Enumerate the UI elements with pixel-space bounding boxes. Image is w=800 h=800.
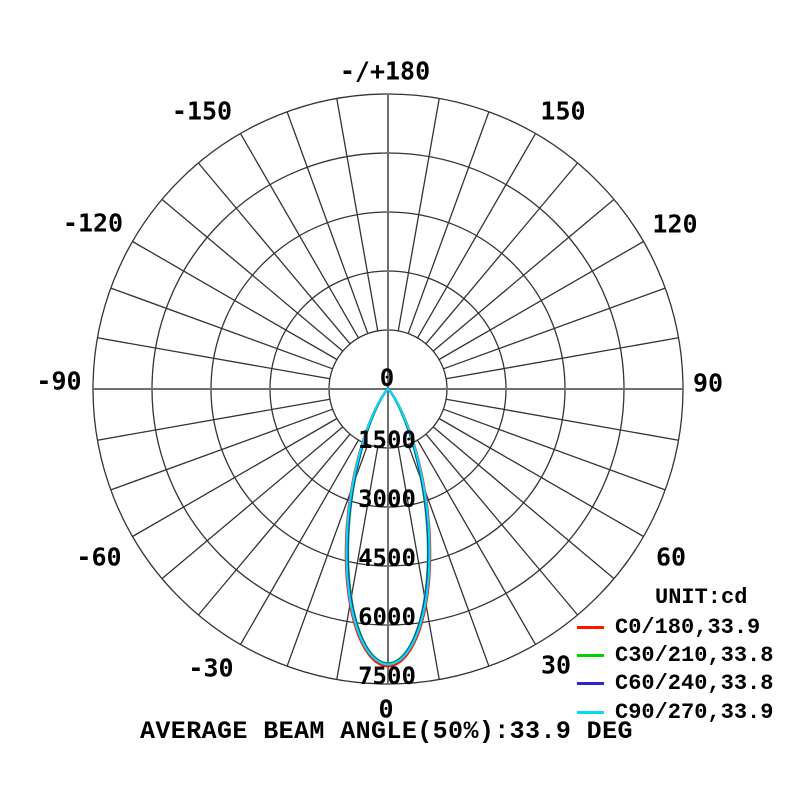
angle-tick-label: -150 bbox=[172, 97, 232, 126]
grid-spoke bbox=[336, 446, 379, 680]
grid-spoke bbox=[425, 162, 579, 345]
grid-spoke bbox=[286, 111, 369, 334]
grid-spoke bbox=[97, 398, 331, 441]
grid-spoke bbox=[445, 337, 679, 380]
grid-spoke bbox=[197, 162, 351, 345]
legend-item: C60/240,33.8 bbox=[577, 670, 787, 698]
radial-tick-label: 4500 bbox=[358, 544, 416, 572]
grid-spoke bbox=[161, 198, 344, 352]
grid-spoke bbox=[397, 98, 440, 332]
grid-spoke bbox=[132, 417, 338, 538]
grid-spoke bbox=[110, 287, 333, 370]
angle-tick-label: -30 bbox=[188, 654, 233, 683]
grid-spoke bbox=[432, 426, 615, 580]
grid-spoke bbox=[132, 240, 338, 361]
legend-item: C90/270,33.9 bbox=[577, 698, 787, 726]
legend-item: C0/180,33.9 bbox=[577, 613, 787, 641]
angle-tick-label: 60 bbox=[656, 543, 686, 572]
grid-spoke bbox=[438, 417, 644, 538]
angle-tick-label: -/+180 bbox=[340, 57, 430, 86]
angle-tick-label: 30 bbox=[541, 651, 571, 680]
grid-spoke bbox=[438, 240, 644, 361]
intensity-curve-c90-270 bbox=[345, 387, 431, 666]
legend-label: C0/180,33.9 bbox=[615, 614, 761, 640]
grid-spoke bbox=[397, 446, 440, 680]
angle-tick-label: -90 bbox=[36, 367, 81, 396]
legend-swatch-line bbox=[577, 710, 604, 714]
angle-tick-label: 120 bbox=[652, 210, 697, 239]
radial-tick-label: 0 bbox=[380, 364, 394, 392]
angle-tick-label: -120 bbox=[63, 209, 123, 238]
legend-label: C60/240,33.8 bbox=[615, 671, 774, 697]
grid-spoke bbox=[443, 287, 666, 370]
legend-unit-label: UNIT:cd bbox=[655, 585, 748, 610]
legend: C0/180,33.9 C30/210,33.8 C60/240,33.8 C90/2… bbox=[577, 613, 787, 726]
grid-spoke bbox=[239, 133, 360, 339]
angle-tick-label: 150 bbox=[540, 97, 585, 126]
grid-spoke bbox=[161, 426, 344, 580]
grid-spoke bbox=[197, 433, 351, 616]
grid-spoke bbox=[407, 111, 490, 334]
angle-tick-label: 0 bbox=[378, 695, 393, 724]
legend-swatch-line bbox=[577, 682, 604, 686]
grid-spoke bbox=[110, 408, 333, 491]
grid-spoke bbox=[445, 398, 679, 441]
legend-swatch-line bbox=[577, 653, 604, 657]
radial-tick-label: 6000 bbox=[358, 603, 416, 631]
radial-tick-label: 7500 bbox=[358, 662, 416, 690]
grid-spoke bbox=[239, 439, 360, 645]
grid-spoke bbox=[416, 133, 537, 339]
grid-spoke bbox=[432, 198, 615, 352]
grid-spoke bbox=[336, 98, 379, 332]
radial-tick-label: 1500 bbox=[358, 426, 416, 454]
legend-label: C90/270,33.9 bbox=[615, 699, 774, 725]
radial-tick-label: 3000 bbox=[358, 485, 416, 513]
grid-spoke bbox=[443, 408, 666, 491]
grid-spoke bbox=[97, 337, 331, 380]
legend-label: C30/210,33.8 bbox=[615, 642, 774, 668]
legend-item: C30/210,33.8 bbox=[577, 641, 787, 669]
legend-swatch-line bbox=[577, 625, 604, 629]
angle-tick-label: 90 bbox=[693, 369, 723, 398]
average-beam-angle-text: AVERAGE BEAM ANGLE(50%):33.9 DEG bbox=[140, 717, 633, 746]
grid-spoke bbox=[416, 439, 537, 645]
grid-spoke bbox=[425, 433, 579, 616]
angle-tick-label: -60 bbox=[76, 543, 121, 572]
